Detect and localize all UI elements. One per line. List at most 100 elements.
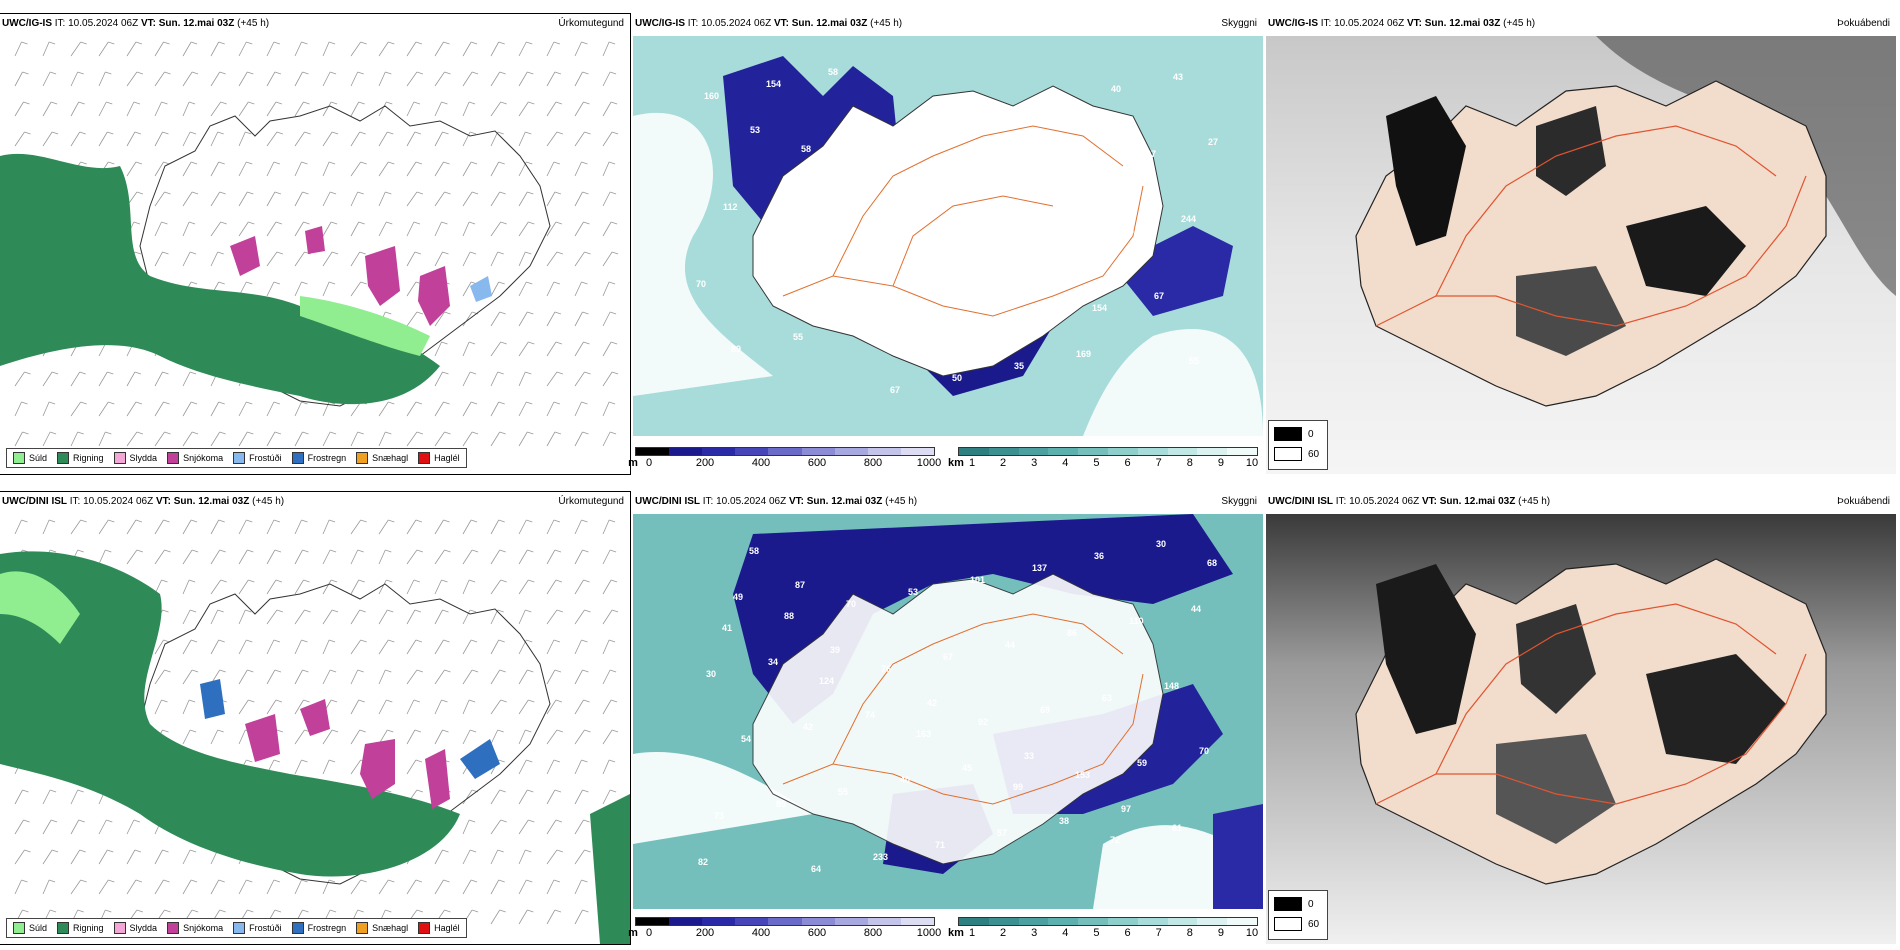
wind-barb	[434, 311, 451, 327]
wind-barb	[42, 849, 59, 865]
wind-barb	[546, 191, 562, 207]
wind-barb	[350, 161, 367, 177]
cloud-height-label: 154	[1092, 303, 1107, 313]
wind-barb	[490, 729, 504, 745]
wind-barb	[238, 579, 255, 595]
it-value: 10.05.2024 06Z	[701, 18, 772, 29]
wind-barb	[490, 879, 505, 895]
wind-barb	[210, 401, 225, 417]
cloud-height-label: 55	[1189, 356, 1199, 366]
road-line	[782, 673, 1144, 805]
cloud-height-label: 63	[847, 178, 857, 188]
colorbar-strip	[958, 917, 1258, 926]
colorbar-segment	[1137, 918, 1168, 925]
model-name: UWC/IG-IS	[635, 18, 685, 29]
colorbar-segment	[1197, 448, 1228, 455]
model-name: UWC/DINI ISL	[1268, 496, 1333, 507]
snow-area	[365, 246, 400, 306]
wind-barb	[490, 431, 506, 447]
wind-barb	[574, 101, 590, 117]
wind-barb	[154, 519, 170, 535]
panel-header: UWC/IG-IS IT: 10.05.2024 06Z VT: Sun. 12…	[635, 18, 902, 29]
colorbar-tick: 7	[1155, 927, 1162, 939]
colorbar-segment	[1227, 448, 1257, 455]
sea-clear-area	[633, 112, 773, 397]
legend-label: Haglél	[434, 923, 460, 933]
wind-barb	[238, 41, 253, 57]
rain-area	[0, 153, 440, 405]
colorbar-ticks: km 1 2 3 4 5 6 7 8 9 10	[948, 926, 1258, 940]
colorbar-segment	[669, 448, 703, 455]
panel-header: UWC/IG-IS IT: 10.05.2024 06Z VT: Sun. 12…	[1268, 18, 1535, 29]
cloud-height-label: 58	[801, 144, 811, 154]
wind-barb	[98, 549, 112, 565]
fog-legend: 0 60	[1268, 890, 1328, 940]
cloud-height-label: 60	[917, 308, 927, 318]
wind-barb	[518, 71, 534, 87]
lead-time: (+45 h)	[870, 18, 903, 29]
wind-barb	[574, 789, 589, 805]
wind-barb	[294, 729, 311, 745]
cloud-height-label: 27	[1208, 137, 1218, 147]
wind-barb	[154, 849, 169, 865]
snow-area	[360, 739, 395, 799]
wind-barb	[322, 161, 336, 177]
wind-barb	[182, 879, 198, 895]
wind-barb	[210, 879, 225, 895]
wind-barb	[546, 729, 564, 745]
cloud-height-labels: 160 58 57 94 154 55 154 93 65 71 67 89 58 136 148 104 70…	[696, 67, 1218, 395]
wind-barb	[294, 41, 308, 57]
fog-legend-label: 60	[1308, 448, 1320, 460]
colorbar-segment	[735, 448, 769, 455]
fog-dark-sea	[1596, 36, 1896, 296]
wind-barb	[70, 789, 84, 805]
wind-barb	[350, 431, 364, 447]
wind-barb	[42, 519, 56, 535]
wind-barb	[126, 849, 142, 865]
legend-label: Frostregn	[307, 923, 347, 933]
wind-barb	[14, 819, 30, 835]
wind-barb	[238, 71, 254, 87]
wind-barb	[490, 161, 505, 177]
wind-barb	[490, 101, 507, 117]
wind-barb	[210, 519, 225, 535]
road-line	[832, 125, 1124, 277]
cloud-height-label: 99	[987, 108, 997, 118]
wind-barb	[462, 101, 476, 117]
wind-barb	[70, 41, 87, 57]
legend-swatch	[13, 452, 25, 464]
it-label: IT:	[54, 18, 66, 29]
wind-barb	[574, 311, 589, 327]
wind-barb	[378, 161, 395, 177]
colorbar-segment	[834, 918, 868, 925]
precip-panel-bottom: UWC/DINI ISL IT: 10.05.2024 06Z VT: Sun.…	[0, 491, 631, 945]
wind-barb	[518, 759, 533, 775]
wind-barb	[70, 879, 87, 895]
cloud-height-label: 30	[785, 190, 795, 200]
wind-barb	[518, 579, 535, 595]
freezing-rain-area	[460, 739, 500, 779]
colorbar-segment	[735, 918, 769, 925]
wind-barb	[238, 669, 254, 685]
wind-barb	[434, 251, 449, 267]
it-value: 10.05.2024 06Z	[68, 18, 139, 29]
legend-swatch	[113, 922, 126, 934]
wind-barb	[490, 519, 505, 535]
cloud-height-label: 49	[733, 592, 743, 602]
wind-barb	[126, 41, 143, 57]
wind-barb	[518, 699, 535, 715]
sea-clear-area	[1083, 329, 1263, 436]
colorbar-segment	[867, 448, 901, 455]
cloud-height-label: 97	[1146, 149, 1156, 159]
colorbar-segment	[834, 448, 868, 455]
wind-barb	[490, 131, 504, 147]
wind-barb	[350, 639, 367, 655]
rain-area-2	[0, 205, 60, 276]
wind-barb	[182, 609, 197, 625]
cloud-height-label: 64	[811, 864, 821, 874]
wind-barb	[126, 131, 142, 147]
colorbar-segment	[702, 918, 736, 925]
wind-barb	[602, 579, 618, 595]
wind-barb	[574, 161, 588, 177]
wind-barb	[518, 221, 535, 237]
